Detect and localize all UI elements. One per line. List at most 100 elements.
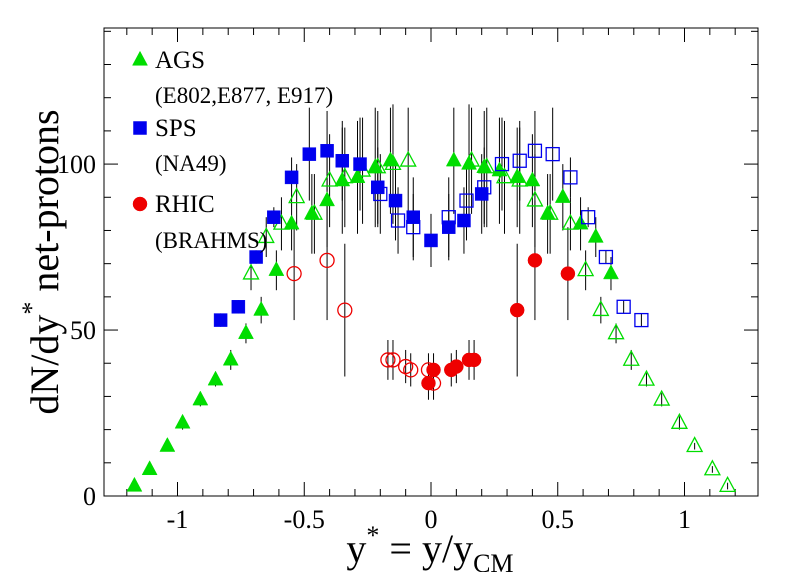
data-point — [512, 153, 527, 168]
data-point — [231, 300, 246, 314]
data-point — [622, 349, 640, 366]
data-point — [399, 150, 417, 167]
data-point — [426, 362, 441, 378]
data-point — [420, 362, 437, 378]
data-point — [495, 167, 514, 184]
data-point — [373, 186, 388, 202]
data-point — [457, 213, 471, 228]
legend-sublabel: (BRAHMS) — [155, 228, 267, 253]
data-point — [477, 180, 492, 195]
data-point — [607, 323, 625, 340]
data-point — [302, 147, 317, 161]
data-point — [441, 210, 456, 225]
data-point — [616, 299, 631, 314]
data-point — [385, 352, 401, 368]
y-tick-label: 50 — [70, 316, 96, 345]
data-point — [462, 150, 481, 167]
data-point — [388, 193, 403, 208]
data-point — [592, 300, 610, 317]
legend-label: SPS — [155, 115, 197, 142]
data-point — [249, 250, 263, 264]
data-point — [380, 352, 396, 368]
data-point — [406, 210, 421, 224]
data-point — [509, 302, 525, 318]
x-tick-label: 1 — [678, 505, 691, 534]
data-point — [554, 188, 571, 203]
legend: AGS (E802,E877, E917) SPS (NA49) RHIC (BRAHMS… — [132, 47, 333, 253]
data-point — [563, 170, 578, 185]
data-point — [213, 313, 228, 327]
data-point — [581, 210, 596, 225]
data-point — [319, 191, 335, 207]
data-point — [541, 203, 559, 220]
data-point — [238, 324, 254, 339]
legend-label: AGS — [155, 47, 205, 74]
data-point — [670, 412, 689, 429]
data-point — [511, 170, 529, 187]
data-point — [686, 436, 704, 453]
data-point — [653, 389, 671, 406]
data-point — [242, 263, 260, 280]
data-point — [526, 190, 544, 207]
data-point — [253, 300, 270, 316]
data-point — [335, 154, 350, 168]
data-point — [572, 214, 589, 230]
data-point — [321, 170, 339, 187]
data-point — [283, 214, 300, 230]
data-point — [257, 227, 275, 244]
data-point — [577, 260, 595, 277]
y-axis-title: dN/dy* net-protons — [17, 109, 67, 414]
data-point — [445, 151, 462, 167]
data-point — [545, 146, 560, 162]
x-axis-title: y* = y/yCM — [346, 521, 513, 572]
y-tick-label: 100 — [57, 150, 96, 179]
data-point — [466, 352, 482, 368]
data-point — [319, 252, 335, 268]
data-point — [390, 213, 406, 228]
data-point — [267, 210, 281, 224]
x-tick-label: -1 — [167, 505, 189, 534]
data-point — [424, 233, 438, 248]
x-tick-label: 0 — [425, 505, 438, 534]
legend-label: RHIC — [155, 191, 215, 218]
data-point — [494, 156, 510, 172]
legend-marker — [133, 121, 147, 135]
data-point — [305, 203, 323, 220]
data-point — [353, 157, 367, 171]
data-point — [441, 220, 456, 234]
data-point — [159, 437, 176, 452]
data-point — [398, 358, 414, 375]
data-point — [524, 171, 541, 187]
data-point — [141, 460, 158, 476]
data-point — [406, 219, 421, 235]
data-point — [561, 213, 580, 230]
data-point — [539, 204, 556, 220]
data-point — [207, 370, 224, 386]
data-point — [384, 154, 402, 171]
x-tick-label: -0.5 — [284, 505, 325, 534]
legend-sublabel: (E802,E877, E917) — [155, 83, 333, 108]
data-point — [603, 264, 619, 280]
data-point — [126, 476, 143, 492]
data-point — [284, 170, 299, 185]
data-point — [192, 390, 209, 406]
data-point — [527, 253, 543, 268]
data-point — [174, 413, 191, 429]
y-tick-label: 0 — [83, 482, 96, 511]
data-point — [637, 369, 656, 386]
data-point — [459, 193, 474, 208]
data-markers — [126, 143, 737, 493]
data-point — [478, 157, 496, 174]
data-point — [449, 359, 464, 374]
data-point — [268, 261, 285, 276]
data-point — [703, 459, 721, 476]
data-point — [403, 362, 419, 378]
data-point — [320, 144, 334, 158]
legend-marker — [132, 196, 148, 212]
data-point — [560, 266, 576, 281]
x-tick-label: 0.5 — [541, 505, 574, 534]
data-point — [303, 204, 320, 220]
data-point — [337, 302, 353, 318]
data-point — [587, 227, 604, 243]
